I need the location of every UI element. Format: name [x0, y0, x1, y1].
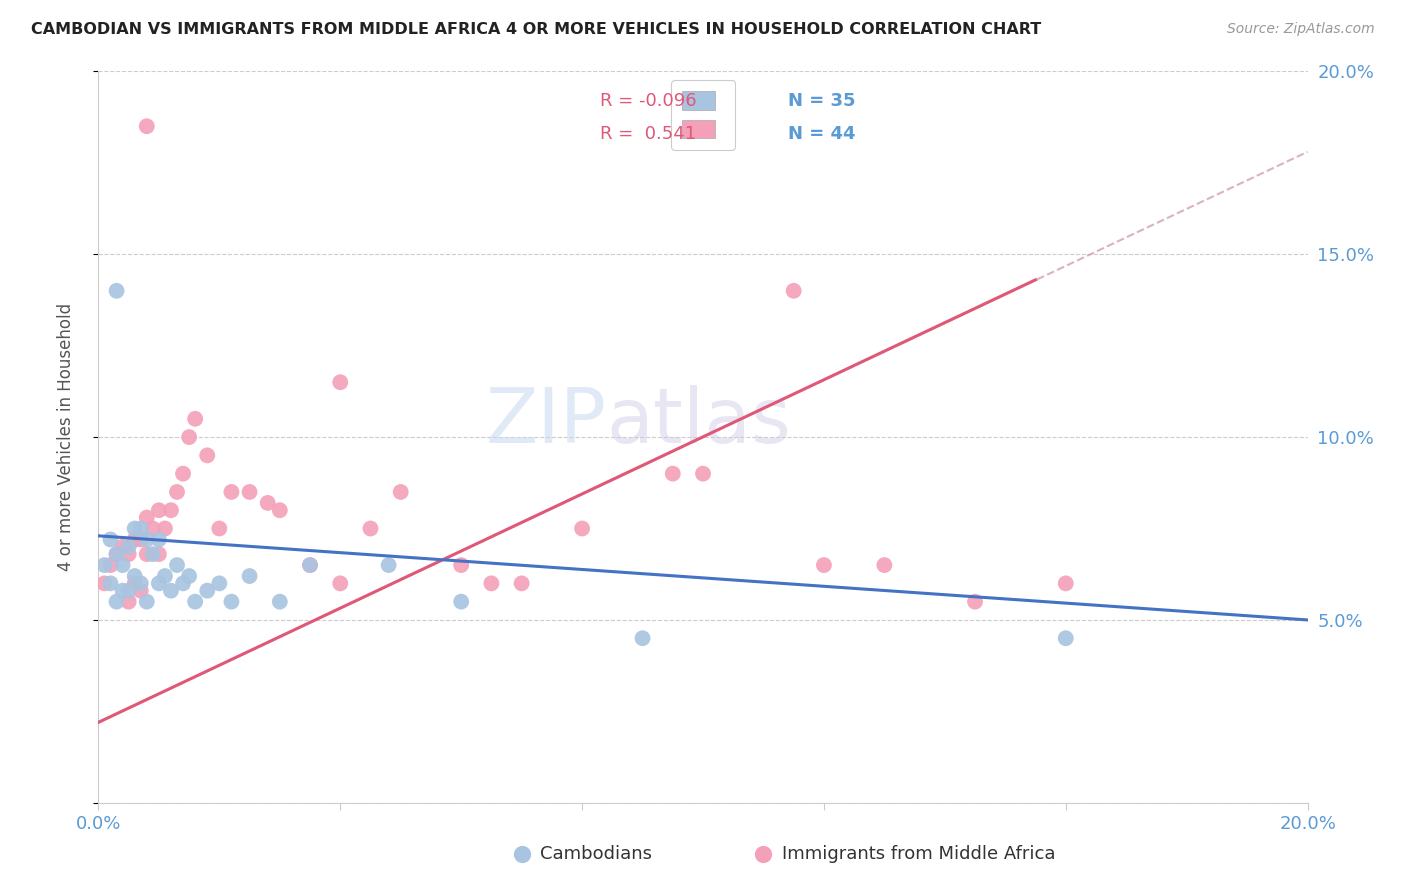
Point: [93, 558, 115, 573]
Point: [1054, 632, 1077, 646]
Point: [124, 569, 146, 583]
Point: [450, 558, 472, 573]
Point: [481, 576, 503, 591]
Point: [148, 576, 170, 591]
Point: [111, 583, 134, 598]
Point: [179, 569, 201, 583]
Point: [142, 521, 165, 535]
Point: [450, 594, 472, 608]
Point: [135, 547, 157, 561]
Point: [377, 558, 399, 573]
Point: [299, 558, 322, 573]
Point: [239, 485, 262, 500]
Point: [661, 467, 683, 481]
Point: [148, 503, 170, 517]
Point: [124, 533, 146, 547]
Point: [124, 576, 146, 591]
Text: N = 44: N = 44: [787, 125, 855, 143]
Point: [135, 533, 157, 547]
Point: [148, 547, 170, 561]
Text: CAMBODIAN VS IMMIGRANTS FROM MIDDLE AFRICA 4 OR MORE VEHICLES IN HOUSEHOLD CORRE: CAMBODIAN VS IMMIGRANTS FROM MIDDLE AFRI…: [31, 22, 1042, 37]
Point: [105, 594, 128, 608]
Point: [118, 540, 141, 554]
Point: [184, 412, 207, 426]
Point: [111, 558, 134, 573]
Point: [135, 594, 157, 608]
Text: R =  0.541: R = 0.541: [600, 125, 696, 143]
Point: [571, 521, 593, 535]
Point: [221, 594, 243, 608]
Point: [100, 558, 122, 573]
Point: [160, 583, 183, 598]
Point: [111, 540, 134, 554]
Point: [142, 547, 165, 561]
Point: [124, 521, 146, 535]
Text: R = -0.096: R = -0.096: [600, 92, 697, 110]
Text: ZIP: ZIP: [485, 385, 606, 459]
Point: [135, 120, 157, 134]
Point: [100, 576, 122, 591]
Text: Source: ZipAtlas.com: Source: ZipAtlas.com: [1227, 22, 1375, 37]
Text: Immigrants from Middle Africa: Immigrants from Middle Africa: [782, 845, 1054, 863]
Point: [269, 503, 291, 517]
Point: [118, 594, 141, 608]
Y-axis label: 4 or more Vehicles in Household: 4 or more Vehicles in Household: [56, 303, 75, 571]
Point: [129, 583, 152, 598]
Point: [1054, 576, 1077, 591]
Point: [813, 558, 835, 573]
Point: [153, 569, 176, 583]
Point: [129, 576, 152, 591]
Point: [239, 569, 262, 583]
Point: [299, 558, 322, 573]
Point: [118, 547, 141, 561]
Point: [129, 533, 152, 547]
Point: [105, 547, 128, 561]
Point: [105, 284, 128, 298]
Point: [256, 496, 278, 510]
Point: [873, 558, 896, 573]
Point: [208, 576, 231, 591]
Point: [195, 583, 218, 598]
Point: [129, 521, 152, 535]
Point: [148, 533, 170, 547]
Point: [100, 533, 122, 547]
Point: [160, 503, 183, 517]
Point: [166, 558, 188, 573]
Point: [166, 485, 188, 500]
Point: [105, 547, 128, 561]
Point: [221, 485, 243, 500]
Point: [184, 594, 207, 608]
Point: [329, 576, 352, 591]
Legend: , : ,: [672, 80, 734, 150]
Point: [389, 485, 412, 500]
Point: [208, 521, 231, 535]
Point: [153, 521, 176, 535]
Text: Cambodians: Cambodians: [540, 845, 652, 863]
Point: [965, 594, 987, 608]
Point: [692, 467, 714, 481]
Point: [510, 576, 533, 591]
Point: [631, 632, 654, 646]
Point: [360, 521, 382, 535]
Text: N = 35: N = 35: [787, 92, 855, 110]
Point: [329, 375, 352, 389]
Point: [179, 430, 201, 444]
Text: atlas: atlas: [606, 385, 792, 459]
Point: [172, 576, 194, 591]
Point: [195, 448, 218, 462]
Point: [783, 284, 806, 298]
Point: [172, 467, 194, 481]
Point: [135, 510, 157, 524]
Point: [269, 594, 291, 608]
Point: [93, 576, 115, 591]
Point: [118, 583, 141, 598]
